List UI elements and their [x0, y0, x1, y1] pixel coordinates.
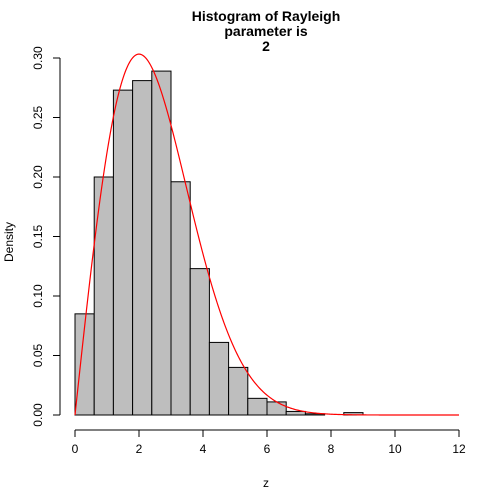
chart-title-line-3: 2	[262, 38, 270, 54]
x-tick-label-0: 0	[72, 442, 79, 456]
y-tick-label-2: 0.10	[31, 284, 45, 308]
x-tick-label-12: 12	[452, 442, 466, 456]
x-tick-label-10: 10	[388, 442, 402, 456]
histogram-bar-11	[266, 401, 287, 416]
x-axis: 0 2 4 6 8 10 12	[72, 429, 466, 456]
histogram-bar-10	[247, 397, 268, 416]
y-tick-label-4: 0.20	[31, 165, 45, 189]
rayleigh-density-curve	[74, 53, 459, 416]
x-tick-label-4: 4	[200, 442, 207, 456]
histogram-bar-6	[170, 181, 191, 416]
chart-title-line-1: Histogram of Rayleigh	[192, 8, 341, 24]
y-tick-label-1: 0.05	[31, 343, 45, 367]
x-tick-label-6: 6	[264, 442, 271, 456]
histogram-bars	[74, 70, 364, 416]
histogram-bar-5	[151, 70, 172, 416]
y-axis: 0.00 0.05 0.10 0.15 0.20 0.25 0.30	[31, 46, 61, 427]
y-tick-label-5: 0.25	[31, 105, 45, 129]
y-tick-label-3: 0.15	[31, 224, 45, 248]
y-tick-label-6: 0.30	[31, 46, 45, 70]
x-tick-label-8: 8	[328, 442, 335, 456]
histogram-bar-4	[132, 80, 153, 416]
x-axis-label: z	[263, 476, 269, 490]
histogram-bar-9	[228, 366, 249, 416]
density-curve-layer	[74, 53, 459, 416]
x-tick-label-2: 2	[136, 442, 143, 456]
chart-title-line-2: parameter is	[224, 23, 307, 39]
histogram-bar-7	[189, 268, 210, 416]
y-axis-label: Density	[2, 222, 16, 262]
y-tick-label-0: 0.00	[31, 403, 45, 427]
histogram-bar-12	[285, 410, 306, 416]
histogram-bar-8	[208, 341, 230, 416]
histogram-bar-2	[93, 176, 114, 416]
histogram-bar-3	[112, 89, 134, 416]
